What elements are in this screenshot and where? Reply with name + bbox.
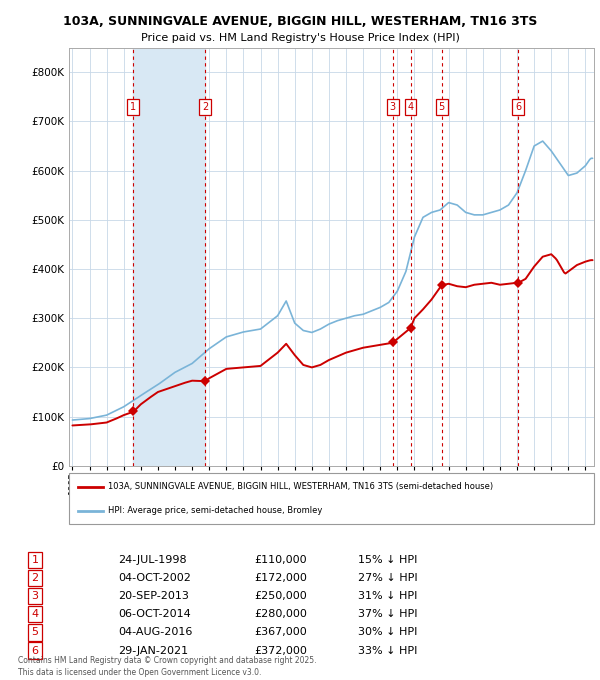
Text: HPI: Average price, semi-detached house, Bromley: HPI: Average price, semi-detached house,… <box>109 507 323 515</box>
Bar <box>133 48 205 466</box>
Text: 04-AUG-2016: 04-AUG-2016 <box>119 628 193 637</box>
Text: £250,000: £250,000 <box>254 591 307 601</box>
Text: 06-OCT-2014: 06-OCT-2014 <box>119 609 191 619</box>
Text: 04-OCT-2002: 04-OCT-2002 <box>119 573 191 583</box>
Text: Price paid vs. HM Land Registry's House Price Index (HPI): Price paid vs. HM Land Registry's House … <box>140 33 460 43</box>
Text: £110,000: £110,000 <box>254 555 307 565</box>
Text: 6: 6 <box>515 101 521 112</box>
Text: £372,000: £372,000 <box>254 645 307 656</box>
Text: 2: 2 <box>31 573 38 583</box>
Text: 103A, SUNNINGVALE AVENUE, BIGGIN HILL, WESTERHAM, TN16 3TS (semi-detached house): 103A, SUNNINGVALE AVENUE, BIGGIN HILL, W… <box>109 482 493 492</box>
Text: 29-JAN-2021: 29-JAN-2021 <box>119 645 188 656</box>
Text: 33% ↓ HPI: 33% ↓ HPI <box>358 645 417 656</box>
Text: 4: 4 <box>407 101 413 112</box>
Text: £367,000: £367,000 <box>254 628 307 637</box>
Text: 24-JUL-1998: 24-JUL-1998 <box>119 555 187 565</box>
Text: 31% ↓ HPI: 31% ↓ HPI <box>358 591 417 601</box>
Text: 1: 1 <box>130 101 137 112</box>
Text: Contains HM Land Registry data © Crown copyright and database right 2025.
This d: Contains HM Land Registry data © Crown c… <box>18 656 317 677</box>
Text: 4: 4 <box>31 609 38 619</box>
Text: 103A, SUNNINGVALE AVENUE, BIGGIN HILL, WESTERHAM, TN16 3TS: 103A, SUNNINGVALE AVENUE, BIGGIN HILL, W… <box>63 15 537 28</box>
Text: 3: 3 <box>389 101 395 112</box>
Text: 1: 1 <box>32 555 38 565</box>
Text: 6: 6 <box>32 645 38 656</box>
Text: 5: 5 <box>439 101 445 112</box>
Text: 20-SEP-2013: 20-SEP-2013 <box>119 591 190 601</box>
Text: £280,000: £280,000 <box>254 609 307 619</box>
Text: 15% ↓ HPI: 15% ↓ HPI <box>358 555 417 565</box>
Text: 27% ↓ HPI: 27% ↓ HPI <box>358 573 417 583</box>
Text: 5: 5 <box>32 628 38 637</box>
Text: 37% ↓ HPI: 37% ↓ HPI <box>358 609 417 619</box>
Text: 2: 2 <box>202 101 208 112</box>
Text: £172,000: £172,000 <box>254 573 307 583</box>
Text: 30% ↓ HPI: 30% ↓ HPI <box>358 628 417 637</box>
Text: 3: 3 <box>32 591 38 601</box>
FancyBboxPatch shape <box>69 473 594 524</box>
